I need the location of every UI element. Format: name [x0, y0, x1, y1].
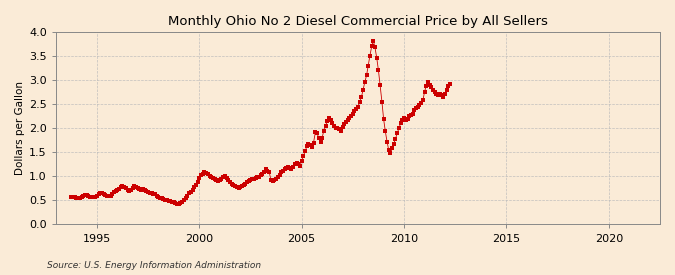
Text: Source: U.S. Energy Information Administration: Source: U.S. Energy Information Administ… — [47, 260, 261, 270]
Title: Monthly Ohio No 2 Diesel Commercial Price by All Sellers: Monthly Ohio No 2 Diesel Commercial Pric… — [168, 15, 548, 28]
Y-axis label: Dollars per Gallon: Dollars per Gallon — [15, 81, 25, 175]
